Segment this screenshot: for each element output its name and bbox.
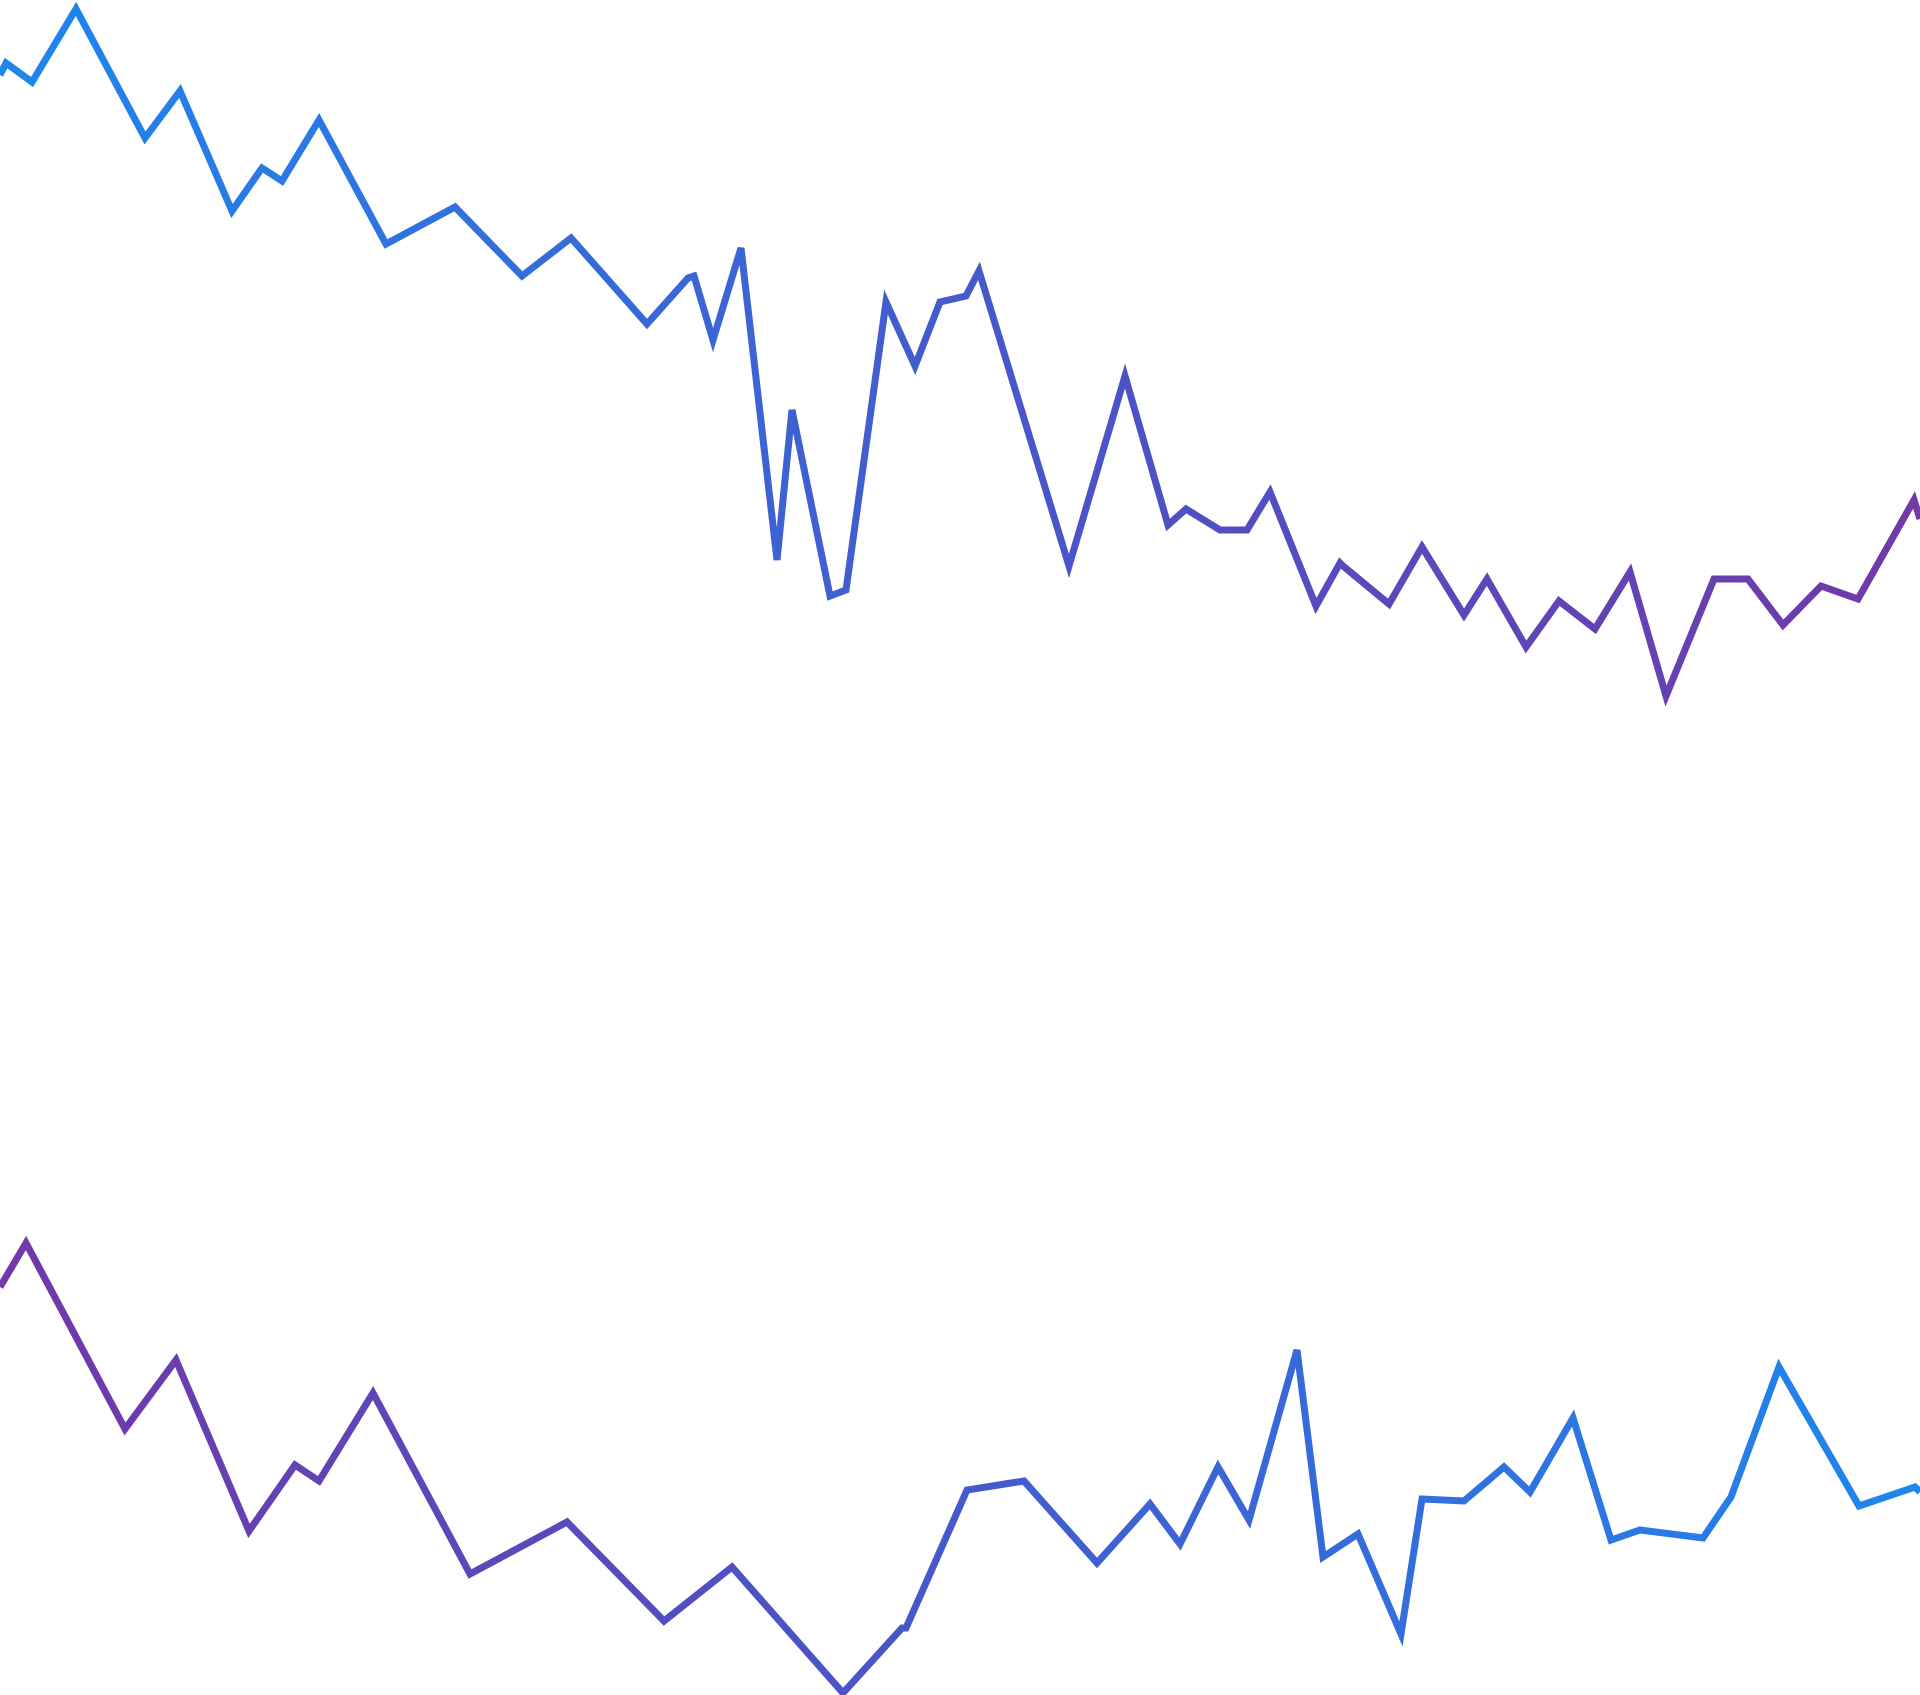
bottom-wave-line: [0, 1235, 1920, 1695]
top-wave-line: [0, 1, 1920, 707]
